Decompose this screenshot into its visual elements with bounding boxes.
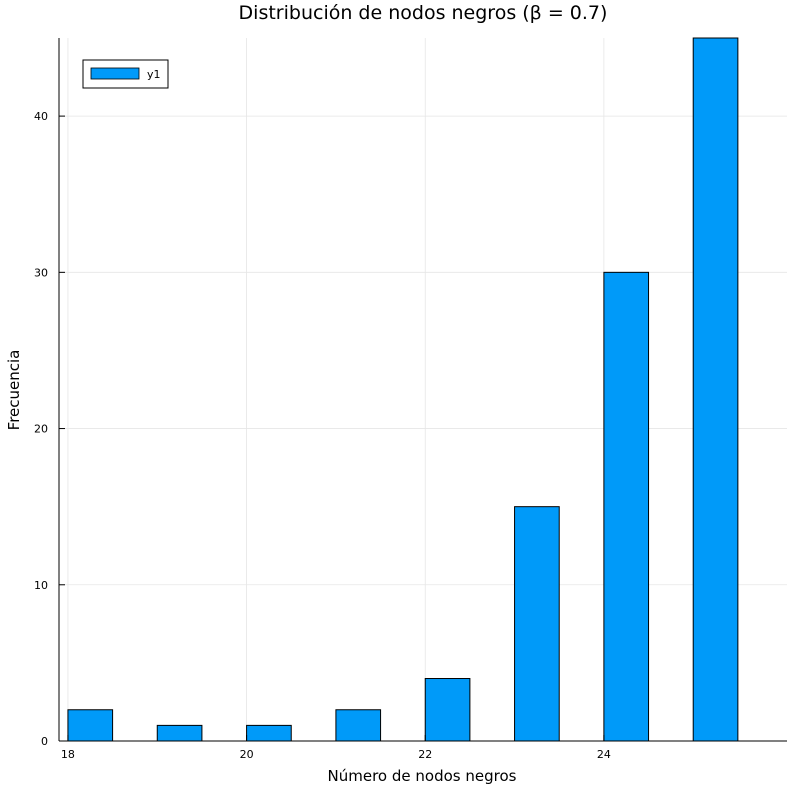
y-tick-label: 40 [34,110,48,123]
chart-title: Distribución de nodos negros (β = 0.7) [239,2,608,24]
y-tick-label: 10 [34,579,48,592]
grid-lines [59,38,787,742]
x-ticks: 18 20 22 24 [61,735,611,761]
bar [424,678,471,742]
y-axis-label: Frecuencia [5,350,23,431]
legend-entry-label: y1 [147,68,161,81]
bar [156,724,203,742]
y-tick-label: 20 [34,423,48,436]
bars [67,37,739,742]
x-tick-label: 18 [61,748,75,761]
legend: y1 [82,59,169,89]
legend-swatch [90,67,140,80]
bar [335,709,382,742]
bar [67,709,114,742]
bar [246,724,292,742]
y-tick-label: 0 [41,735,48,748]
bar [514,506,560,742]
x-tick-label: 24 [597,748,611,761]
x-tick-label: 22 [418,748,432,761]
y-tick-label: 30 [34,266,48,279]
x-tick-label: 20 [240,748,254,761]
y-ticks: 0 10 20 30 40 [34,110,65,748]
bar [603,271,650,742]
x-axis-label: Número de nodos negros [328,767,517,785]
axes [58,38,787,742]
bar [692,37,739,742]
